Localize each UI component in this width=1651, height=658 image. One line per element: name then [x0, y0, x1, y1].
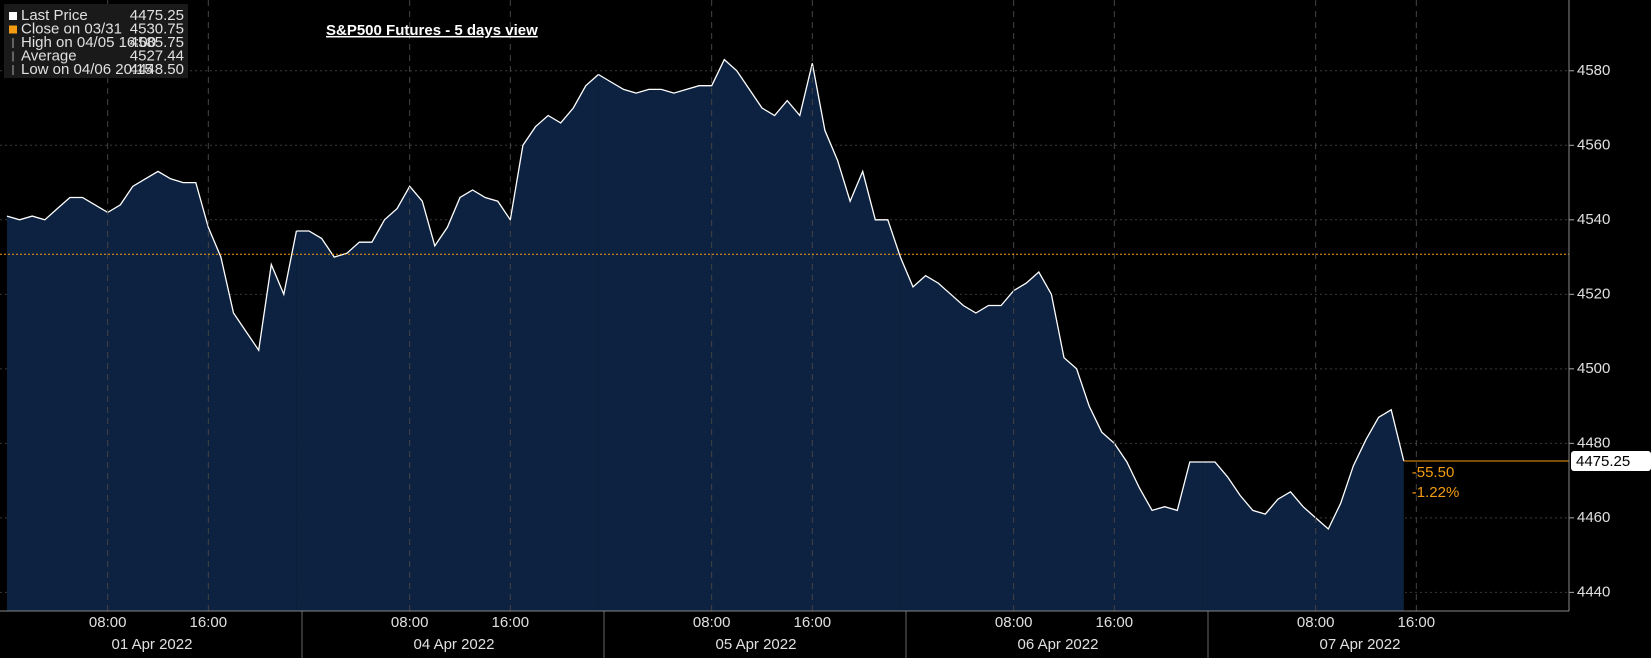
- legend-value: 4530.75: [130, 20, 184, 37]
- legend-icon: [9, 12, 17, 20]
- x-tick-label: 16:00: [190, 614, 228, 631]
- area: [1202, 409, 1404, 611]
- price-line: [899, 256, 1203, 512]
- y-tick-label: 4480: [1577, 434, 1610, 451]
- legend-label: Last Price: [21, 7, 88, 24]
- x-tick-label: 16:00: [1398, 614, 1436, 631]
- y-tick-label: 4460: [1577, 509, 1610, 526]
- legend-value: 4475.25: [130, 7, 184, 24]
- x-tick-label: 16:00: [492, 614, 530, 631]
- x-tick-label: 08:00: [995, 614, 1033, 631]
- legend-label: Low on 04/06 20:15: [21, 61, 153, 78]
- date-label: 06 Apr 2022: [1018, 636, 1099, 653]
- legend-icon: [9, 25, 17, 34]
- y-tick-label: 4500: [1577, 360, 1610, 377]
- date-label: 07 Apr 2022: [1320, 636, 1401, 653]
- chart-title: S&P500 Futures - 5 days view: [326, 22, 538, 39]
- y-tick-label: 4560: [1577, 136, 1610, 153]
- y-tick-label: 4540: [1577, 211, 1610, 228]
- area: [598, 59, 901, 612]
- x-tick-label: 16:00: [1096, 614, 1134, 631]
- price-line: [6, 170, 298, 352]
- legend-value: 4448.50: [130, 61, 184, 78]
- y-tick-label: 4580: [1577, 62, 1610, 79]
- area-group: [7, 59, 1404, 612]
- x-tick-label: 08:00: [693, 614, 731, 631]
- area: [900, 257, 1203, 611]
- price-line: [1202, 408, 1405, 531]
- area: [296, 74, 599, 611]
- legend-value: 4585.75: [130, 34, 184, 51]
- date-label: 04 Apr 2022: [414, 636, 495, 653]
- last-price-tag: [1571, 451, 1651, 472]
- y-tick-label: 4440: [1577, 583, 1610, 600]
- last-price-label: 4475.25: [1576, 453, 1630, 470]
- x-tick-label: 08:00: [89, 614, 127, 631]
- y-tick-label: 4520: [1577, 285, 1610, 302]
- change-label: -55.50: [1412, 464, 1455, 481]
- legend-box: [4, 4, 188, 78]
- line-group: [6, 58, 1405, 531]
- date-label: 01 Apr 2022: [112, 636, 193, 653]
- area: [7, 171, 297, 611]
- change-pct-label: -1.22%: [1412, 484, 1460, 501]
- price-line: [598, 58, 902, 258]
- legend-label: High on 04/05 16:00: [21, 34, 156, 51]
- date-label: 05 Apr 2022: [716, 636, 797, 653]
- x-tick-label: 16:00: [794, 614, 832, 631]
- legend-label: Average: [21, 47, 77, 64]
- legend-value: 4527.44: [130, 47, 184, 64]
- x-tick-label: 08:00: [391, 614, 429, 631]
- plot-area: [0, 0, 1569, 612]
- legend-label: Close on 03/31: [21, 20, 122, 37]
- x-tick-label: 08:00: [1297, 614, 1335, 631]
- price-line: [296, 74, 599, 258]
